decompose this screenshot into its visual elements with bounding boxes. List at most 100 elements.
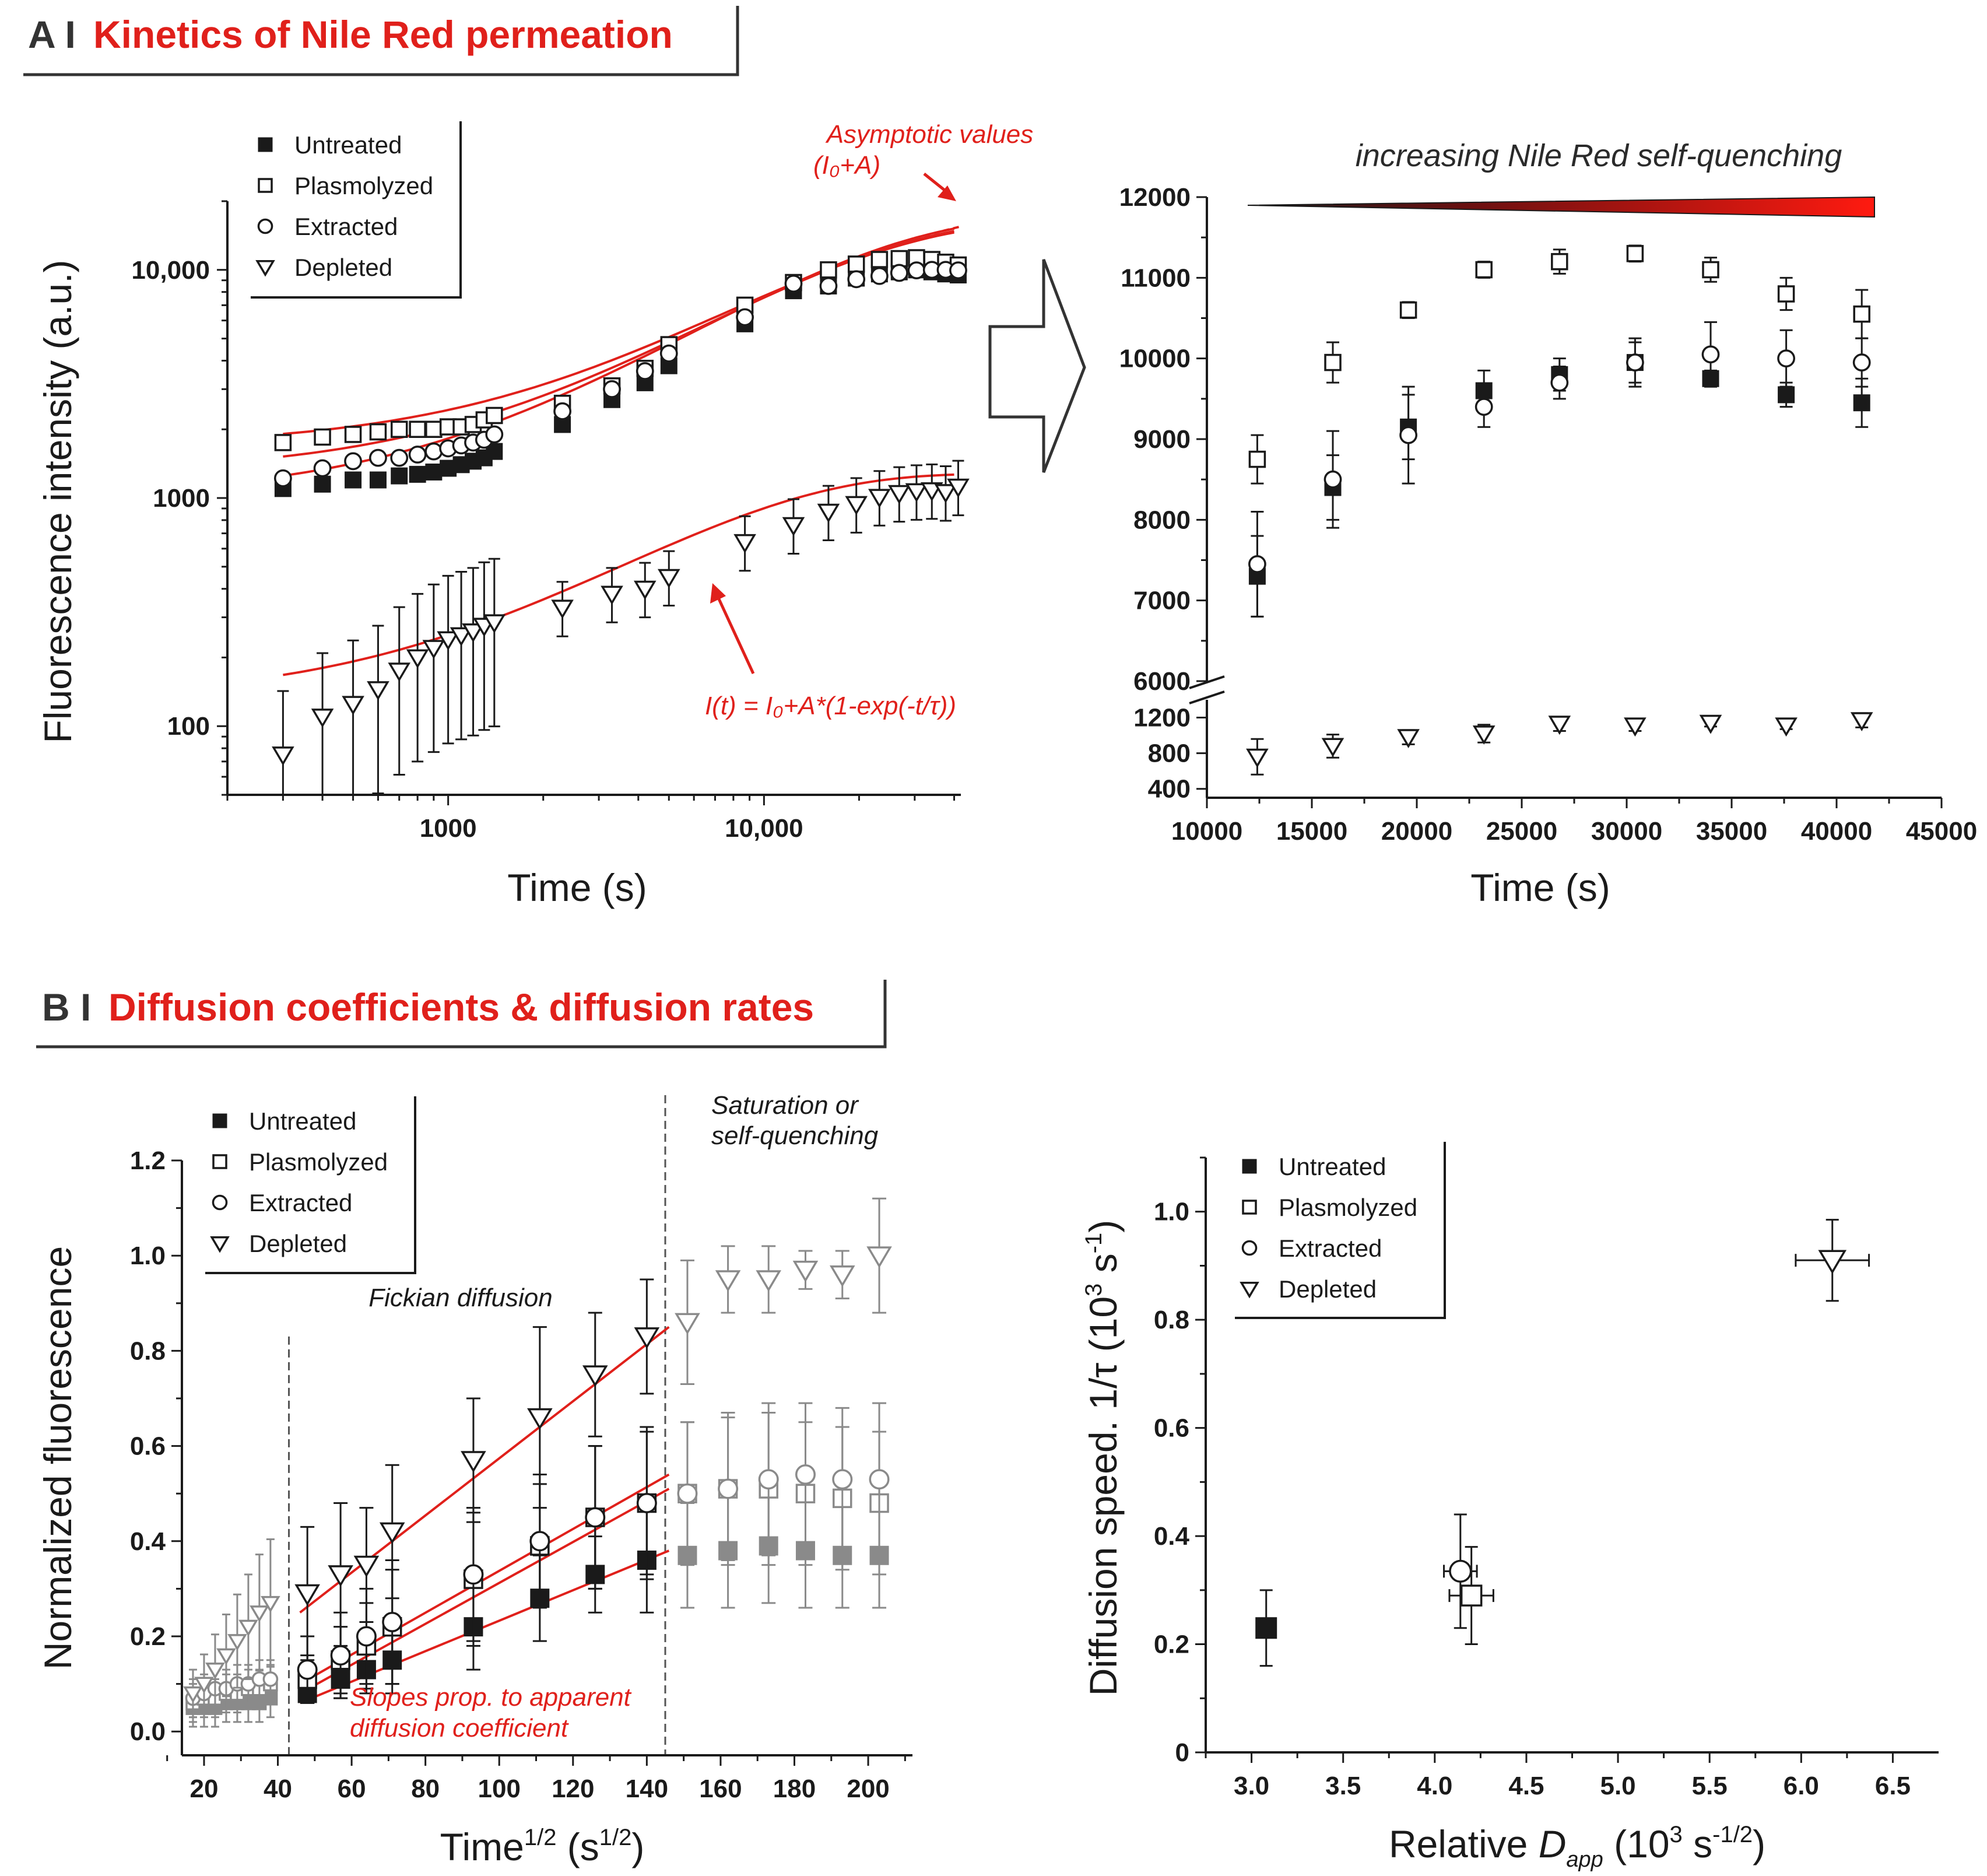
a-right-point-plasmolyzed — [1399, 301, 1417, 319]
b-right-y-tick-label: 1.0 — [1154, 1198, 1189, 1226]
b-left-x-tick-label: 180 — [773, 1775, 816, 1803]
a-left-point-extracted — [907, 261, 926, 280]
b-right-ylabel: Diffusion speed. 1/τ (103 s-1) — [1081, 1220, 1125, 1696]
a-left-point-extracted — [553, 402, 572, 420]
a-left-errbar-depleted — [478, 561, 490, 731]
b-left-point-depleted — [379, 1522, 405, 1544]
b-left-early-point-depleted — [238, 1619, 258, 1637]
a-left-point-untreated — [425, 463, 443, 481]
b-left-point-depleted — [866, 1246, 892, 1268]
b-left-point-extracted — [832, 1469, 853, 1490]
a-left-point-plasmolyzed — [890, 250, 908, 268]
b-left-point-extracted — [795, 1464, 816, 1485]
b-left-y-tick-label: 1.2 — [130, 1146, 166, 1175]
a-left-point-depleted — [633, 580, 657, 600]
b-left-x-tick-label: 200 — [847, 1775, 889, 1803]
a-left-errbar-depleted — [372, 625, 384, 794]
b-left-point-extracted — [297, 1659, 318, 1680]
a-left-fit-curve-depleted — [283, 473, 954, 676]
a-left-xlabel: Time (s) — [507, 866, 647, 909]
chart-a-left-ticks: 1000 10,000 100 1000 10,000 — [131, 200, 956, 843]
a-left-point-plasmolyzed — [314, 428, 331, 446]
a-left-point-depleted — [342, 696, 364, 716]
a-right-point-extracted — [1777, 349, 1796, 368]
a-left-point-extracted — [273, 469, 292, 488]
a-left-point-depleted — [887, 485, 911, 504]
chart-b-right: 3.0 3.5 4.0 4.5 5.0 5.5 6.0 6.5 0 0.2 0.4 0.6 0.8 1.0… — [1081, 1142, 1939, 1872]
a-left-point-plasmolyzed — [369, 423, 387, 441]
a-left-errbar-depleted — [442, 574, 454, 745]
legend-marker-plasmolyzed — [258, 178, 273, 193]
a-right-y-tick-label: 8000 — [1133, 506, 1191, 534]
a-right-axis-break-2 — [1189, 690, 1225, 704]
a-left-point-plasmolyzed — [870, 251, 889, 268]
panel-a-letter: A I — [28, 13, 76, 56]
b-left-slopes-label-2: diffusion coefficient — [350, 1714, 569, 1742]
chart-b-left-region-lines — [288, 1095, 666, 1755]
b-right-y-tick-label: 0.4 — [1154, 1522, 1190, 1551]
a-left-asymptote-arrowhead — [938, 185, 956, 201]
a-right-x-tick-label: 10000 — [1171, 817, 1242, 846]
a-right-x-tick-label: 45000 — [1906, 817, 1977, 846]
a-left-errbar-depleted — [412, 592, 424, 763]
a-left-point-extracted — [313, 459, 332, 478]
a-left-point-depleted — [601, 585, 623, 605]
a-right-point-extracted — [1324, 470, 1342, 489]
b-left-fit-plasmolyzed — [299, 1488, 670, 1695]
a-right-y-tick-label: 6000 — [1133, 667, 1191, 696]
chart-b-left-fits — [299, 1326, 670, 1705]
a-left-errbar-depleted — [277, 690, 289, 796]
a-right-point-plasmolyzed — [1475, 261, 1493, 279]
a-left-ylabel: Fluorescence intensity (a.u.) — [36, 260, 79, 743]
a-left-point-untreated — [391, 467, 408, 485]
a-right-point-extracted — [1701, 345, 1720, 364]
legend-label-plasmolyzed: Plasmolyzed — [249, 1148, 388, 1176]
a-left-point-depleted — [406, 649, 429, 669]
a-left-point-extracted — [819, 276, 838, 295]
a-right-point-extracted — [1248, 555, 1266, 573]
b-left-point-extracted — [330, 1645, 351, 1666]
chart-a-right-points — [1246, 244, 1873, 776]
b-left-x-tick-label: 20 — [189, 1775, 218, 1803]
b-left-point-depleted — [328, 1565, 353, 1587]
a-left-y-tick-label: 100 — [167, 712, 210, 741]
a-left-point-depleted — [311, 709, 334, 728]
b-left-point-depleted — [461, 1451, 486, 1473]
b-right-x-tick-label: 6.0 — [1784, 1772, 1819, 1800]
a-right-point-untreated — [1853, 394, 1870, 412]
a-left-point-depleted — [551, 599, 574, 619]
a-left-fit-equation: I(t) = I₀+A*(1-exp(-t/τ)) — [705, 692, 956, 720]
a-left-point-plasmolyzed — [344, 426, 362, 443]
b-left-point-extracted — [869, 1469, 890, 1490]
a-right-point-depleted — [1321, 738, 1344, 758]
legend-marker-plasmolyzed — [1242, 1200, 1257, 1215]
a-left-asymptote-dashed — [914, 225, 961, 239]
legend-marker-extracted — [257, 218, 273, 234]
a-right-x-tick-label: 15000 — [1276, 817, 1347, 846]
b-left-x-tick-label: 140 — [626, 1775, 668, 1803]
b-right-point-depleted — [1818, 1250, 1847, 1274]
a-left-point-extracted — [847, 270, 866, 289]
b-right-x-tick-label: 3.5 — [1325, 1772, 1361, 1800]
a-left-point-depleted — [422, 640, 445, 660]
a-left-point-extracted — [369, 448, 387, 467]
a-right-point-plasmolyzed — [1777, 285, 1795, 303]
a-right-point-depleted — [1850, 712, 1873, 732]
b-left-point-extracted — [636, 1493, 657, 1514]
b-left-y-tick-label: 0.0 — [130, 1717, 166, 1746]
a-right-point-plasmolyzed — [1626, 245, 1644, 262]
a-right-point-depleted — [1775, 717, 1798, 737]
chart-a-right-axes — [1189, 197, 1942, 799]
legend-marker-untreated — [258, 137, 273, 152]
b-left-y-tick-label: 0.2 — [130, 1622, 166, 1651]
b-left-point-depleted — [756, 1270, 782, 1292]
a-left-point-depleted — [462, 623, 485, 643]
a-right-point-plasmolyzed — [1551, 253, 1568, 271]
a-right-point-extracted — [1399, 426, 1418, 444]
b-left-early-point-depleted — [205, 1663, 225, 1679]
a-left-point-depleted — [868, 489, 891, 509]
a-right-x-tick-label: 35000 — [1696, 817, 1767, 846]
a-right-point-plasmolyzed — [1324, 353, 1342, 371]
a-left-point-extracted — [390, 448, 409, 467]
b-left-early-point-depleted — [216, 1648, 236, 1665]
